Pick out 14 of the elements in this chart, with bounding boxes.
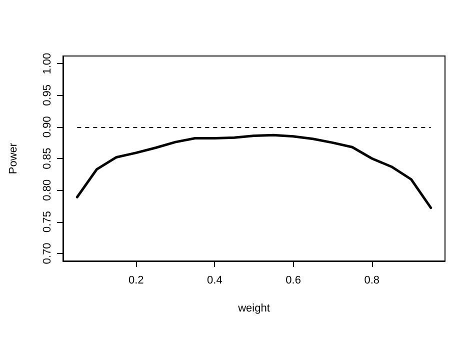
y-tick-label: 1.00 xyxy=(42,52,54,74)
x-tick-label: 0.6 xyxy=(286,274,301,286)
line-series xyxy=(76,134,432,210)
y-tick-label: 0.90 xyxy=(42,116,54,138)
y-tick-label: 0.95 xyxy=(42,84,54,106)
x-tick-label: 0.4 xyxy=(207,274,222,286)
y-tick-label: 0.80 xyxy=(42,179,54,201)
x-tick-label: 0.2 xyxy=(128,274,144,286)
y-axis-title: Power xyxy=(8,142,20,174)
x-tick-label: 0.8 xyxy=(364,274,380,286)
y-tick-label: 0.75 xyxy=(42,211,54,232)
y-tick-label: 0.85 xyxy=(42,148,54,170)
x-axis-title: weight xyxy=(237,302,270,314)
y-tick-label: 0.70 xyxy=(42,242,54,264)
